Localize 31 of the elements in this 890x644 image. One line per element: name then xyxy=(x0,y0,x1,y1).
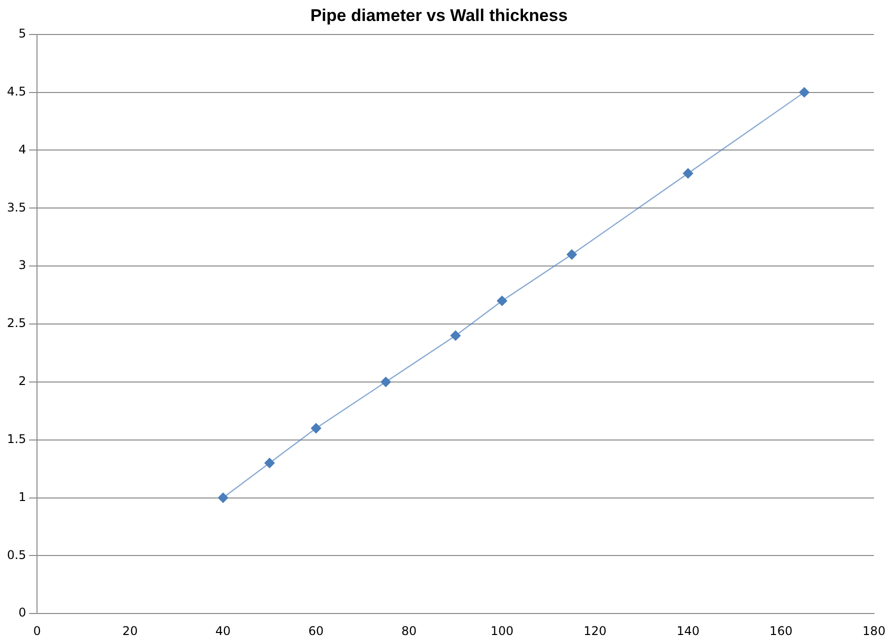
y-tick-label: 5 xyxy=(18,26,26,41)
point xyxy=(799,87,810,98)
point xyxy=(380,376,391,388)
x-tick-label: 20 xyxy=(122,624,138,638)
point xyxy=(310,423,322,434)
x-tick-label: 120 xyxy=(584,624,606,638)
x-tick-label: 80 xyxy=(401,624,417,638)
y-tick-label: 4.5 xyxy=(6,84,26,98)
y-tick-label: 1.5 xyxy=(6,432,26,446)
point xyxy=(682,168,694,179)
y-tick-label: 0.5 xyxy=(6,548,26,562)
y-tick-label: 1 xyxy=(18,490,26,504)
point xyxy=(450,330,461,341)
x-tick-label: 180 xyxy=(862,624,886,638)
y-tick-label: 2 xyxy=(18,374,26,388)
point xyxy=(566,249,577,260)
x-tick-label: 160 xyxy=(770,624,792,638)
point xyxy=(496,296,508,306)
x-tick-label: 140 xyxy=(676,624,700,638)
point xyxy=(218,492,228,503)
x-tick-label: 100 xyxy=(490,624,514,638)
chart-title: Pipe diameter vs Wall thickness xyxy=(310,6,568,25)
point xyxy=(264,458,275,468)
y-tick-label: 3 xyxy=(18,258,26,272)
y-tick-label: 0 xyxy=(18,606,26,620)
y-tick-label: 4 xyxy=(18,142,26,156)
y-tick-label: 2.5 xyxy=(6,316,26,330)
x-tick-label: 40 xyxy=(215,624,231,638)
x-tick-label: 0 xyxy=(33,624,41,638)
y-tick-label: 3.5 xyxy=(6,200,26,214)
x-tick-label: 60 xyxy=(308,624,324,638)
